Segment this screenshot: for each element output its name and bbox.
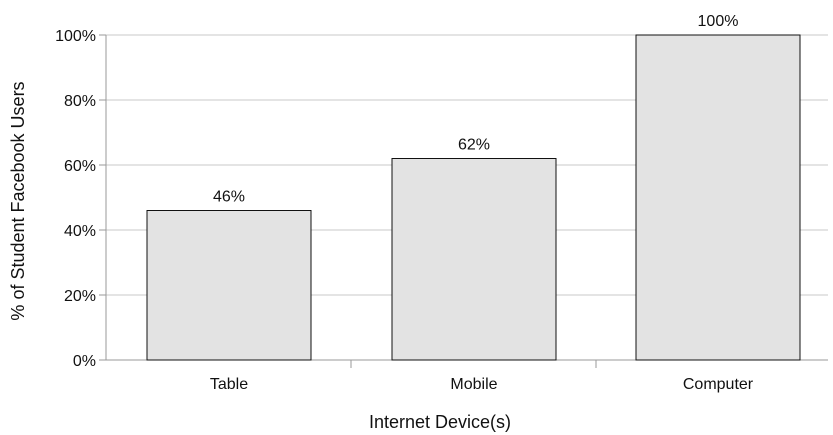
y-tick-label: 0% <box>73 353 96 370</box>
x-tick-label: Table <box>210 376 248 393</box>
labels: 0% 20% 40% 60% 80% 100% Table 46% Mobile 62% Compu… <box>55 13 754 393</box>
y-tick-label: 40% <box>64 223 96 240</box>
bars <box>146 34 801 361</box>
bar-computer <box>635 34 801 361</box>
data-label: 46% <box>213 189 245 206</box>
bar-table <box>146 210 312 361</box>
data-label: 62% <box>458 137 490 154</box>
y-tick-label: 20% <box>64 288 96 305</box>
y-tick-label: 60% <box>64 158 96 175</box>
bar-mobile <box>391 158 557 361</box>
y-axis-title: % of Student Facebook Users <box>8 81 28 320</box>
x-tick-label: Computer <box>683 376 754 393</box>
y-tick-label: 100% <box>55 28 96 45</box>
x-axis-title: Internet Device(s) <box>369 412 511 432</box>
x-tick-label: Mobile <box>450 376 497 393</box>
y-tick-label: 80% <box>64 93 96 110</box>
data-label: 100% <box>698 13 739 30</box>
